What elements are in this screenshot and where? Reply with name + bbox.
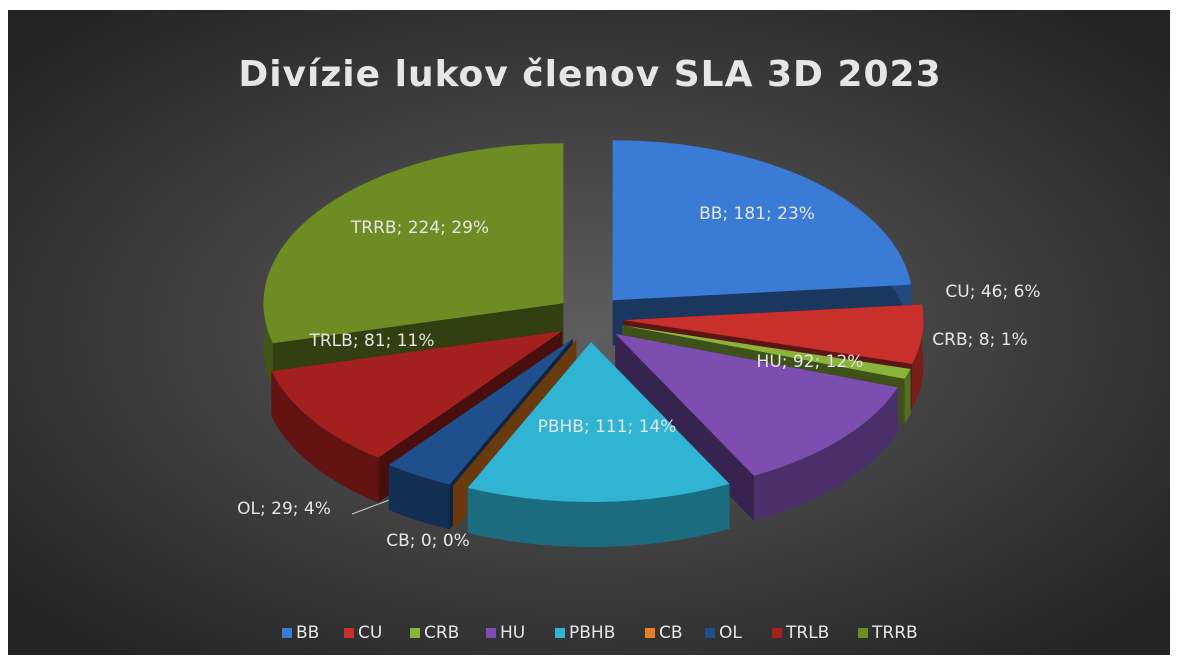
data-label: HU; 92; 12% [757,352,864,372]
legend-label: OL [719,623,742,643]
slice-side [271,371,379,503]
slice [388,338,573,485]
legend-marker [705,628,715,638]
data-label: CU; 46; 6% [945,282,1040,302]
legend-marker [858,628,868,638]
legend-label: PBHB [569,623,615,643]
slice-side [912,304,924,409]
legend-marker [282,628,292,638]
slice [622,325,911,379]
slice-side [388,465,450,530]
slice [612,140,912,301]
legend-marker [645,628,655,638]
slice [623,304,924,364]
slice-side [904,369,911,424]
legend-label: CU [358,623,382,643]
data-label: TRLB; 81; 11% [308,331,434,351]
data-label: BB; 181; 23% [699,204,815,224]
slice [467,342,730,503]
legend-label: TRRB [871,623,918,643]
data-label: OL; 29; 4% [237,499,331,519]
legend-label: TRLB [785,623,829,643]
data-label: CRB; 8; 1% [932,330,1027,350]
legend-marker [344,628,354,638]
legend-label: BB [296,623,319,643]
legend-label: HU [500,623,525,643]
legend-marker [486,628,496,638]
legend-label: CB [659,623,683,643]
legend-marker [410,628,420,638]
data-label: CB; 0; 0% [386,531,470,551]
chart-title: Divízie lukov členov SLA 3D 2023 [238,54,941,95]
legend-marker [555,628,565,638]
legend-marker [772,628,782,638]
legend-label: CRB [424,623,459,643]
data-label: PBHB; 111; 14% [538,417,677,437]
slice [615,333,898,476]
slice-side [467,483,730,548]
data-label: TRRB; 224; 29% [350,218,489,238]
chart-background [8,10,1170,655]
slice [263,143,564,344]
slice-side [753,387,898,521]
slice [271,331,562,458]
